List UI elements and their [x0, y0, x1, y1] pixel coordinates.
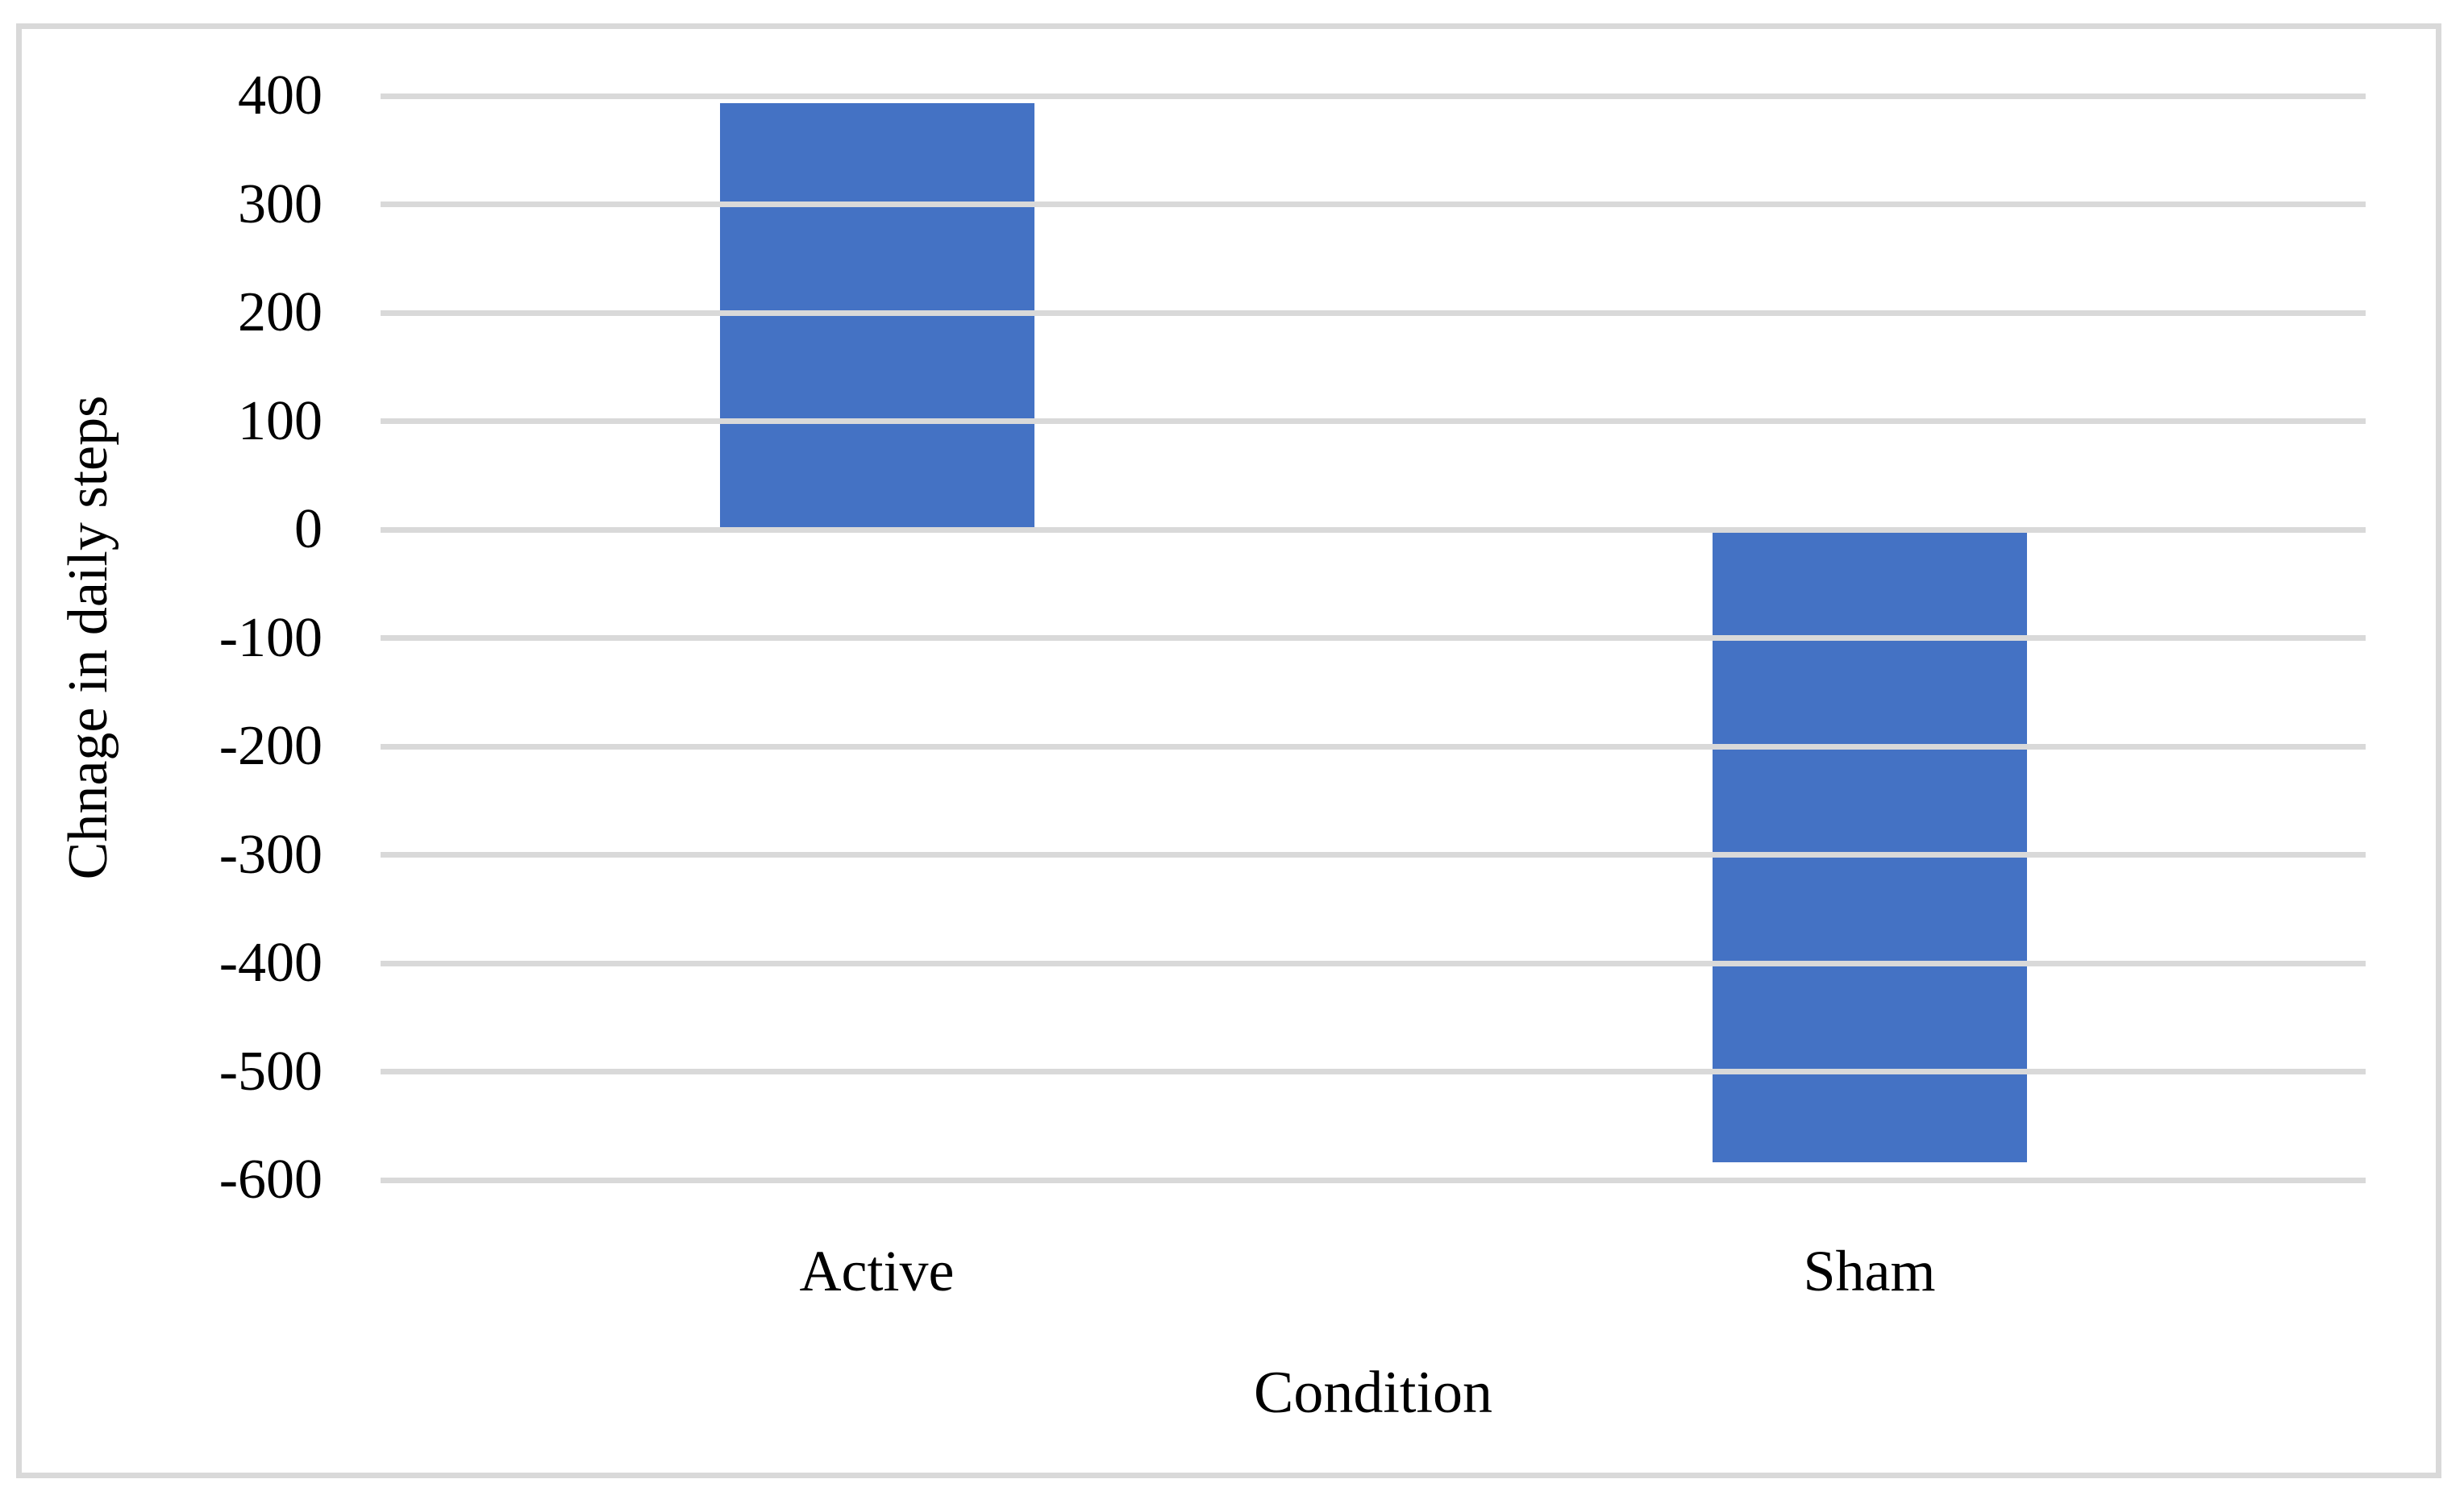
- gridline-300: [381, 202, 2366, 207]
- bar-active: [719, 103, 1034, 530]
- gridline--600: [381, 1177, 2366, 1183]
- gridline--100: [381, 635, 2366, 641]
- bar-sham: [1712, 530, 2027, 1163]
- x-category-label-active: Active: [799, 1239, 955, 1303]
- gridline-100: [381, 418, 2366, 424]
- y-tick-label--100: -100: [219, 606, 323, 669]
- y-tick-label--200: -200: [219, 715, 323, 777]
- gridline-0: [381, 526, 2366, 533]
- y-tick-label-100: 100: [238, 389, 323, 452]
- chart-frame: [16, 23, 2441, 1478]
- gridline-200: [381, 310, 2366, 316]
- y-tick-label--300: -300: [219, 823, 323, 886]
- y-tick-label--600: -600: [219, 1149, 323, 1211]
- y-tick-label--400: -400: [219, 932, 323, 994]
- gridline--300: [381, 852, 2366, 858]
- y-tick-label-0: 0: [294, 498, 323, 560]
- x-category-label-sham: Sham: [1803, 1239, 1936, 1303]
- y-tick-label-400: 400: [238, 64, 323, 127]
- y-tick-label-300: 300: [238, 172, 323, 235]
- gridline--200: [381, 743, 2366, 750]
- gridline-400: [381, 93, 2366, 99]
- gridline--500: [381, 1069, 2366, 1074]
- y-tick-label--500: -500: [219, 1040, 323, 1103]
- gridline--400: [381, 960, 2366, 966]
- x-axis-title: Condition: [1253, 1360, 1493, 1426]
- y-tick-label-200: 200: [238, 281, 323, 343]
